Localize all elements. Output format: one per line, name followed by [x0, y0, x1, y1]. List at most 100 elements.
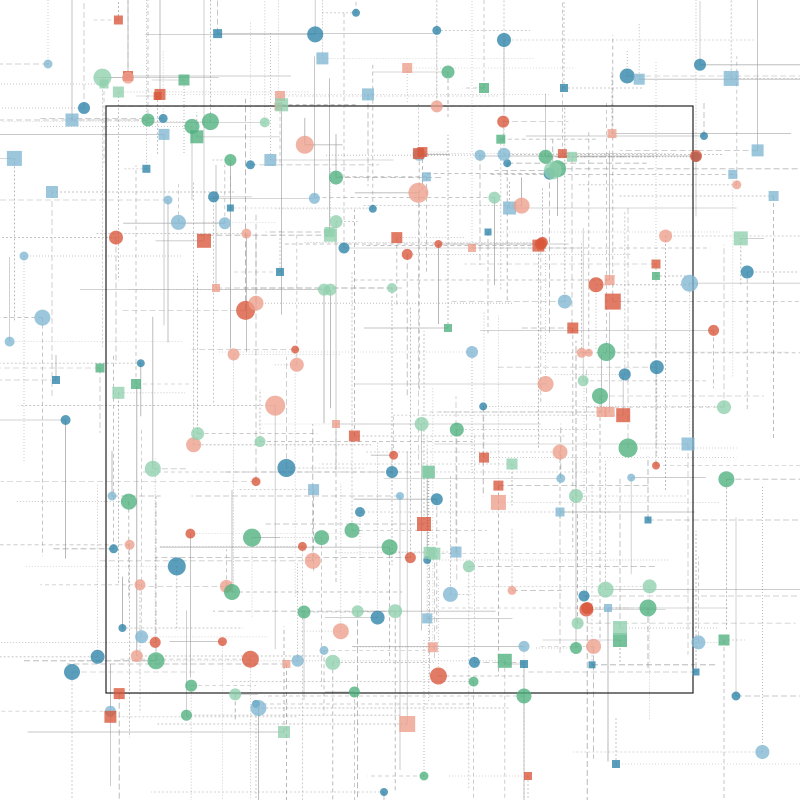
- data-point-circle: [124, 539, 135, 550]
- data-point-circle: [488, 191, 501, 204]
- data-point-circle: [254, 436, 266, 448]
- data-point-circle: [144, 460, 161, 477]
- data-point-circle: [291, 345, 300, 354]
- data-point-square: [567, 151, 577, 162]
- data-point-square: [555, 507, 565, 517]
- data-point-circle: [314, 530, 330, 546]
- data-point-square: [417, 517, 431, 531]
- data-point-circle: [319, 645, 329, 655]
- data-point-square: [633, 73, 645, 85]
- data-point-circle: [64, 664, 80, 680]
- data-point-square: [557, 149, 567, 159]
- data-point-circle: [708, 324, 720, 336]
- data-point-square: [604, 275, 615, 285]
- data-point-circle: [265, 395, 286, 416]
- data-point-square: [588, 661, 596, 669]
- data-point-circle: [588, 277, 604, 293]
- data-point-circle: [569, 489, 583, 503]
- data-point-square: [324, 227, 335, 237]
- data-point-square: [6, 150, 22, 166]
- data-point-square: [99, 79, 109, 89]
- data-point-circle: [308, 192, 320, 204]
- data-point-circle: [681, 274, 699, 292]
- data-point-square: [723, 70, 739, 86]
- data-point-circle: [136, 359, 145, 368]
- data-point-circle: [185, 528, 196, 539]
- data-point-circle: [449, 422, 464, 437]
- data-point-square: [497, 653, 512, 668]
- data-point-circle: [414, 417, 429, 431]
- data-point-circle: [740, 265, 754, 279]
- data-point-circle: [241, 650, 259, 668]
- data-point-circle: [732, 180, 742, 190]
- data-point-circle: [208, 191, 220, 203]
- data-point-square: [604, 604, 612, 612]
- data-point-circle: [109, 544, 119, 554]
- data-point-square: [226, 204, 234, 212]
- data-point-circle: [229, 688, 242, 701]
- data-point-circle: [167, 557, 186, 576]
- data-point-circle: [370, 610, 385, 625]
- data-point-circle: [557, 294, 572, 309]
- data-point-circle: [329, 215, 343, 229]
- data-point-square: [520, 660, 528, 668]
- data-point-circle: [122, 71, 134, 84]
- data-point-square: [421, 172, 431, 182]
- data-point-circle: [543, 161, 562, 180]
- data-point-circle: [43, 59, 53, 69]
- data-point-square: [275, 98, 289, 112]
- data-point-circle: [224, 154, 237, 166]
- data-point-circle: [755, 745, 770, 759]
- data-point-square: [112, 86, 124, 98]
- data-point-square: [479, 452, 489, 463]
- data-point-circle: [497, 33, 511, 47]
- data-point-circle: [642, 579, 657, 594]
- data-point-circle: [380, 788, 388, 796]
- data-point-square: [596, 407, 607, 417]
- data-point-square: [158, 128, 170, 140]
- data-point-square: [651, 259, 661, 269]
- data-point-square: [612, 760, 620, 768]
- data-point-circle: [479, 402, 488, 411]
- data-point-circle: [404, 552, 416, 564]
- data-point-circle: [570, 642, 582, 654]
- data-point-square: [212, 284, 220, 292]
- data-point-square: [607, 129, 617, 139]
- data-point-circle: [368, 204, 377, 213]
- data-point-square: [604, 407, 615, 417]
- data-point-circle: [118, 624, 127, 632]
- data-point-circle: [130, 650, 143, 662]
- data-point-square: [65, 113, 79, 127]
- data-point-circle: [120, 493, 137, 510]
- data-point-square: [308, 484, 320, 496]
- data-point-circle: [592, 388, 608, 404]
- data-point-circle: [652, 461, 660, 470]
- data-point-square: [213, 29, 223, 39]
- data-point-square: [112, 386, 125, 399]
- data-point-square: [427, 642, 438, 653]
- data-point-circle: [690, 150, 702, 162]
- data-point-circle: [180, 709, 192, 721]
- data-point-square: [422, 613, 433, 624]
- data-point-square: [131, 379, 141, 389]
- data-point-square: [692, 668, 700, 676]
- data-point-circle: [576, 347, 587, 358]
- data-point-circle: [277, 459, 296, 477]
- data-point-circle: [513, 197, 530, 214]
- data-point-square: [604, 293, 621, 310]
- data-point-circle: [581, 602, 594, 614]
- data-point-square: [153, 92, 162, 100]
- data-point-circle: [227, 348, 240, 361]
- data-point-square: [113, 688, 125, 700]
- data-point-circle: [584, 348, 593, 357]
- data-points: [4, 8, 779, 796]
- data-point-square: [275, 91, 285, 101]
- data-point-circle: [141, 113, 155, 127]
- data-point-square: [113, 15, 123, 25]
- data-point-circle: [538, 149, 553, 164]
- data-point-square: [616, 408, 631, 423]
- data-point-square: [332, 420, 340, 428]
- data-point-circle: [344, 522, 360, 538]
- data-point-circle: [462, 560, 475, 573]
